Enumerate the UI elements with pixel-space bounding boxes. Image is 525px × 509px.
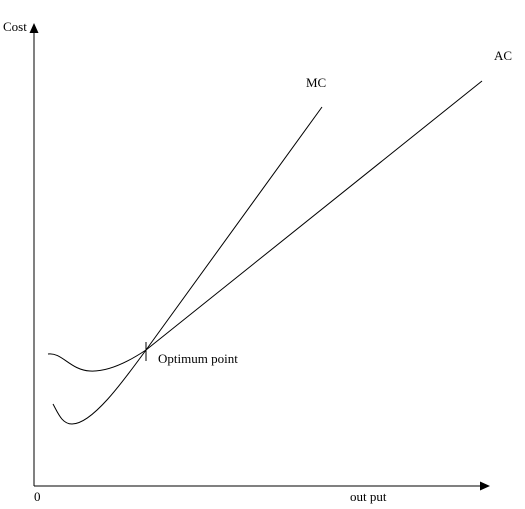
x-axis-label: out put bbox=[350, 489, 387, 504]
y-axis-label: Cost bbox=[3, 19, 27, 34]
y-axis-arrow bbox=[29, 23, 39, 33]
optimum-point-label: Optimum point bbox=[158, 351, 238, 366]
origin-label: 0 bbox=[34, 489, 41, 504]
x-axis-arrow bbox=[480, 481, 490, 491]
ac-curve bbox=[47, 80, 483, 372]
mc-label: MC bbox=[306, 75, 327, 90]
mc-curve bbox=[52, 106, 323, 425]
ac-label: AC bbox=[494, 48, 513, 63]
